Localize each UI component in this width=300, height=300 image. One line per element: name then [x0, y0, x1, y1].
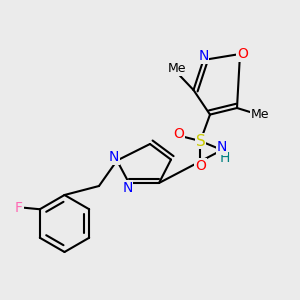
Text: S: S [196, 134, 205, 148]
Text: O: O [195, 159, 206, 172]
Text: O: O [173, 127, 184, 141]
Text: Me: Me [168, 62, 186, 76]
Text: N: N [217, 140, 227, 154]
Text: N: N [109, 150, 119, 164]
Text: Me: Me [251, 107, 269, 121]
Text: F: F [15, 201, 23, 215]
Text: N: N [198, 50, 208, 63]
Text: N: N [122, 181, 133, 194]
Text: O: O [237, 47, 248, 61]
Text: H: H [220, 151, 230, 164]
